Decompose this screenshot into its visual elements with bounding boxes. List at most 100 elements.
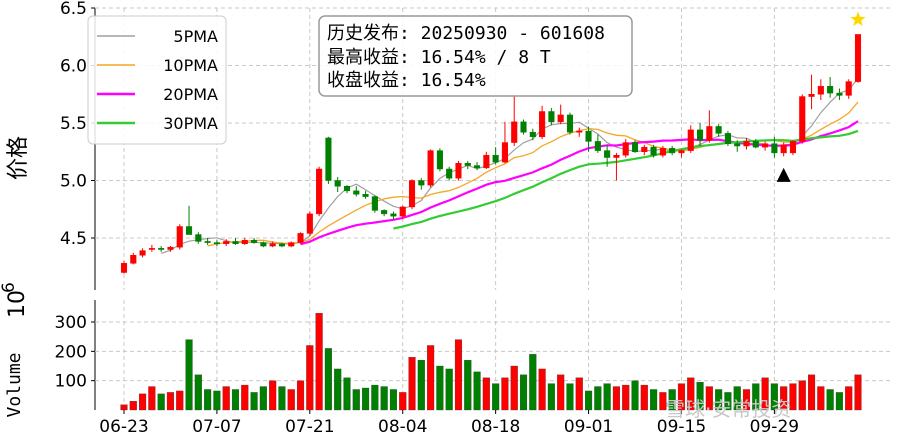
candle-body: [278, 243, 285, 247]
candle-body: [659, 148, 666, 156]
volume-bar: [185, 339, 193, 411]
candlestick: [780, 142, 787, 157]
volume-bar: [427, 345, 435, 411]
candle-body: [845, 81, 852, 96]
candle-body: [130, 255, 137, 264]
volume-bar: [157, 393, 165, 411]
candle-body: [390, 213, 397, 217]
date-tick-label: 07-07: [192, 417, 241, 436]
candle-body: [678, 150, 685, 154]
annotation-line-1: 历史发布: 20250930 - 601608: [327, 23, 605, 44]
volume-bar: [724, 392, 732, 411]
volume-bar: [742, 389, 751, 411]
volume-bar: [677, 383, 686, 411]
candlestick: [418, 178, 425, 190]
candle-body: [799, 96, 806, 142]
candlestick: [251, 238, 258, 244]
candle-body: [213, 242, 220, 245]
volume-bar: [362, 387, 370, 411]
candle-body: [408, 180, 416, 208]
candlestick: [520, 119, 527, 135]
candlestick: [167, 246, 174, 252]
candlestick: [474, 162, 481, 171]
candlestick: [213, 240, 220, 247]
candle-body: [687, 129, 694, 151]
candle-body: [511, 121, 518, 143]
candle-body: [260, 242, 267, 247]
candle-body: [362, 194, 369, 197]
candlestick: [325, 136, 332, 184]
candle-body: [622, 142, 629, 156]
candlestick: [808, 74, 815, 110]
candle-body: [195, 234, 202, 242]
candlestick: [446, 166, 453, 181]
volume-bar: [445, 368, 453, 411]
candle-body: [631, 142, 639, 153]
candlestick: [799, 94, 806, 144]
volume-bar: [231, 389, 240, 411]
signal-markers: [776, 11, 866, 182]
date-tick-label: 07-21: [285, 417, 334, 436]
candlestick: [752, 139, 759, 149]
candle-body: [297, 233, 304, 243]
candle-body: [706, 126, 713, 141]
volume-bar: [817, 386, 825, 411]
candle-body: [492, 154, 499, 163]
volume-bar: [780, 386, 788, 411]
candle-body: [288, 242, 295, 247]
ma-line-5PMA: [161, 77, 859, 254]
candlestick: [399, 205, 406, 219]
volume-bar: [148, 386, 156, 411]
volume-bar: [250, 392, 258, 411]
ma-line-10PMA: [207, 101, 859, 247]
candlestick: [455, 160, 462, 181]
candlestick: [427, 149, 434, 188]
price-tick-label: 6.0: [60, 57, 87, 77]
volume-bar: [510, 365, 518, 411]
date-tick-label: 09-15: [657, 417, 706, 436]
candlestick: [297, 232, 304, 244]
candle-body: [780, 144, 787, 154]
volume-bar: [807, 374, 816, 411]
candle-body: [594, 141, 601, 151]
volume-bar: [306, 345, 314, 411]
candlestick: [511, 94, 518, 146]
volume-bar: [733, 386, 741, 411]
candlestick: [557, 104, 564, 125]
volume-bar: [668, 389, 676, 411]
volume-bar: [371, 384, 379, 411]
candle-body: [557, 114, 564, 123]
volume-bar: [380, 386, 388, 411]
annotation-frame: [318, 15, 633, 97]
candlestick: [195, 232, 202, 244]
volume-bar: [343, 377, 351, 411]
volume-bar: [575, 377, 583, 411]
candlestick: [306, 211, 313, 236]
candle-body: [353, 190, 360, 195]
candlestick: [687, 125, 694, 153]
volume-bar: [334, 368, 342, 411]
candle-body: [836, 92, 843, 96]
candle-body: [204, 241, 211, 243]
candle-body: [697, 129, 704, 141]
candlestick: [288, 241, 295, 248]
volume-bar: [436, 365, 444, 411]
date-tick-labels: 06-23 07-07 07-21 08-04 08-18 09-01 09-15 09-29: [99, 417, 799, 436]
price-tick-label: 5.5: [60, 114, 87, 134]
candlestick: [771, 136, 778, 158]
legend-box: [87, 15, 227, 145]
volume-bar: [696, 381, 704, 411]
candlestick: [148, 244, 155, 252]
volume-bar: [798, 380, 806, 411]
volume-bar: [519, 374, 528, 411]
volume-bar: [120, 404, 128, 411]
candlestick: [464, 160, 471, 169]
candlestick: [158, 246, 165, 252]
candlestick: [622, 139, 629, 158]
volume-bar: [176, 390, 184, 411]
candlestick: [343, 185, 351, 194]
date-tick-label: 08-18: [471, 417, 520, 436]
candle-body: [158, 248, 165, 250]
candle-body: [817, 85, 824, 95]
